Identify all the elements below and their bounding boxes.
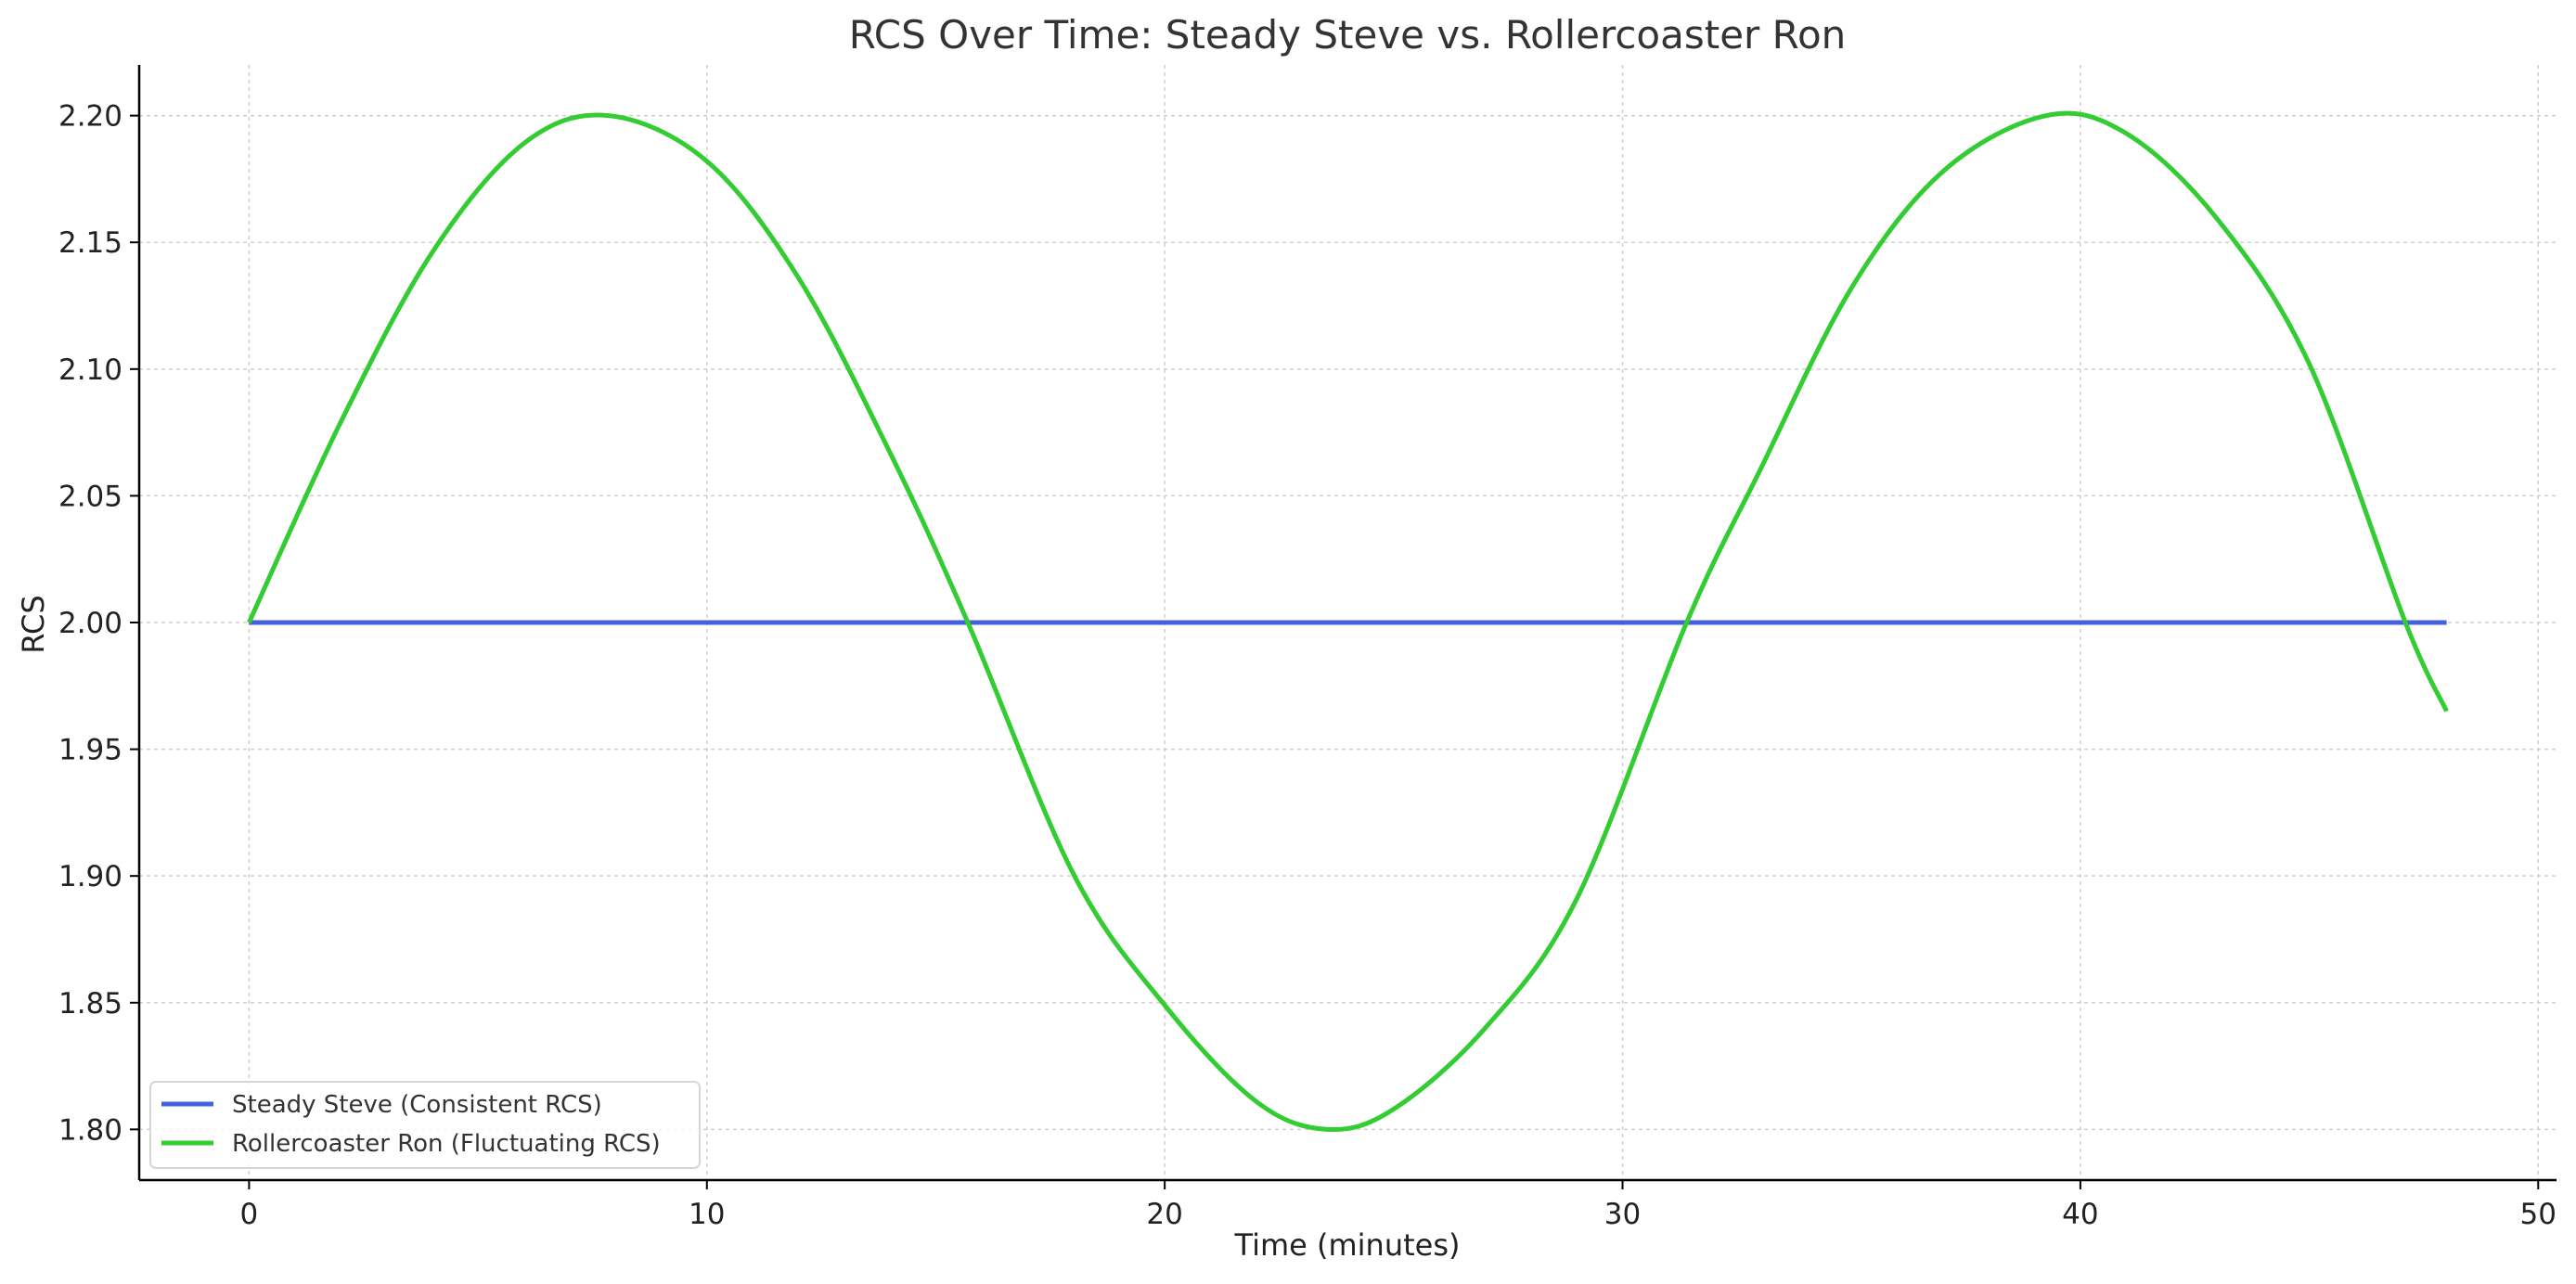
y-tick-label: 2.20: [58, 100, 122, 134]
y-tick-label: 2.00: [58, 607, 122, 640]
y-ticks: 1.80 1.85 1.90 1.95 2.00 2.05 2.10 2.15 2.20: [58, 100, 139, 1147]
x-tick-label: 30: [1604, 1198, 1641, 1231]
x-axis-label: Time (minutes): [1234, 1227, 1461, 1263]
x-tick-label: 0: [240, 1198, 259, 1231]
chart-title: RCS Over Time: Steady Steve vs. Rollerco…: [849, 12, 1847, 58]
legend-label: Rollercoaster Ron (Fluctuating RCS): [232, 1130, 661, 1158]
y-tick-label: 1.90: [58, 860, 122, 893]
x-tick-label: 20: [1146, 1198, 1182, 1231]
x-tick-label: 40: [2062, 1198, 2098, 1231]
series-line-rollercoaster-ron: [247, 110, 2449, 1133]
y-tick-label: 1.95: [58, 734, 122, 767]
y-axis-label: RCS: [16, 595, 51, 653]
legend-label: Steady Steve (Consistent RCS): [232, 1091, 602, 1119]
y-tick-label: 1.80: [58, 1113, 122, 1147]
y-tick-label: 2.10: [58, 353, 122, 387]
y-tick-label: 2.15: [58, 226, 122, 260]
y-tick-label: 2.05: [58, 480, 122, 513]
x-tick-label: 50: [2520, 1198, 2557, 1231]
legend: Steady Steve (Consistent RCS) Rollercoast…: [149, 1081, 701, 1169]
y-tick-label: 1.85: [58, 987, 122, 1021]
legend-box: [149, 1081, 701, 1169]
x-tick-label: 10: [689, 1198, 725, 1231]
x-ticks: 0 10 20 30 40 50: [240, 1180, 2557, 1231]
series-group: [247, 110, 2449, 1133]
